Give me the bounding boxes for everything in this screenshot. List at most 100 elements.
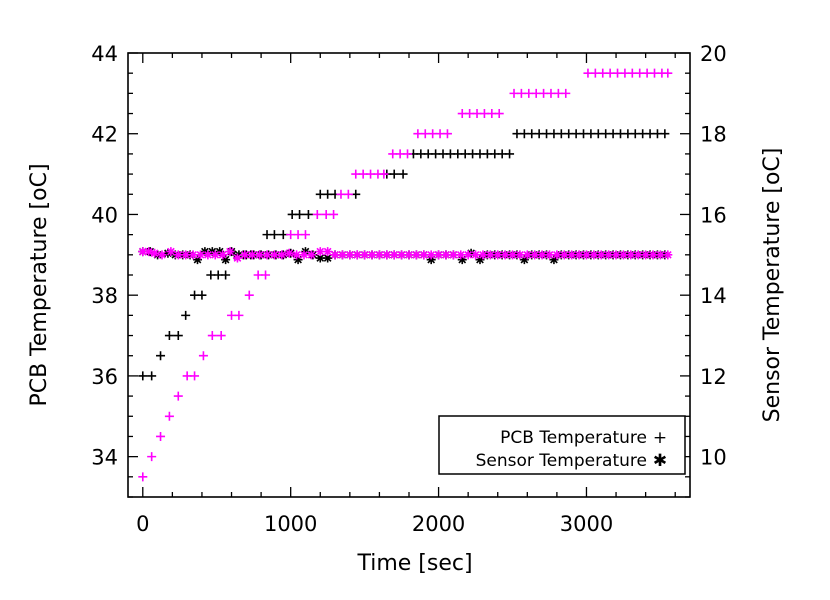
y-tick-label-left: 44 xyxy=(91,42,118,66)
sensor-point xyxy=(508,250,518,260)
pcb-point xyxy=(138,472,148,482)
sensor-point xyxy=(240,250,250,260)
sensor-point xyxy=(604,250,614,260)
sensor-point xyxy=(247,250,257,260)
sensor-point xyxy=(389,250,399,260)
pcb-point xyxy=(147,371,157,381)
sensor-point xyxy=(218,250,228,260)
sensor-point xyxy=(426,250,436,260)
y-tick-label-right: 18 xyxy=(700,123,727,147)
sensor-point xyxy=(552,250,562,260)
sensor-point xyxy=(519,255,529,265)
sensor-point xyxy=(360,250,370,260)
sensor-point xyxy=(330,250,340,260)
sensor-point xyxy=(457,255,467,265)
sensor-point xyxy=(292,250,302,260)
sensor-point xyxy=(441,250,451,260)
sensor-point xyxy=(641,250,651,260)
sensor-point xyxy=(411,250,421,260)
sensor-point xyxy=(567,250,577,260)
legend-label-sensor: Sensor Temperature xyxy=(476,451,647,471)
sensor-point xyxy=(626,250,636,260)
pcb-point xyxy=(164,331,174,341)
pcb-point xyxy=(138,371,148,381)
sensor-point xyxy=(478,250,488,260)
x-tick-label: 1000 xyxy=(264,512,317,536)
sensor-point xyxy=(493,250,503,260)
sensor-point xyxy=(163,248,173,258)
sensor-point xyxy=(456,250,466,260)
sensor-point xyxy=(655,250,665,260)
sensor-point xyxy=(648,250,658,260)
y-tick-label-right: 14 xyxy=(700,284,727,308)
y-tick-label-left: 42 xyxy=(91,123,118,147)
legend: PCB Temperature Sensor Temperature + ✱ xyxy=(438,415,686,475)
pcb-point xyxy=(561,88,571,98)
pcb-point xyxy=(147,452,157,462)
y-tick-label-left: 38 xyxy=(91,284,118,308)
sensor-point xyxy=(382,250,392,260)
sensor-point xyxy=(611,250,621,260)
series-magenta-sensor xyxy=(138,247,673,263)
y-tick-label-right: 20 xyxy=(700,42,727,66)
pcb-point xyxy=(312,209,322,219)
pcb-point xyxy=(164,411,174,421)
sensor-point xyxy=(150,248,160,258)
pcb-point xyxy=(663,68,673,78)
sensor-point xyxy=(522,250,532,260)
sensor-point xyxy=(500,250,510,260)
sensor-point xyxy=(284,248,294,258)
sensor-point xyxy=(589,250,599,260)
sensor-point xyxy=(173,250,183,260)
sensor-point xyxy=(485,250,495,260)
series-black-sensor xyxy=(138,247,670,265)
sensor-point xyxy=(277,250,287,260)
pcb-point xyxy=(269,230,279,240)
pcb-point xyxy=(261,270,271,280)
pcb-point xyxy=(221,270,231,280)
pcb-point xyxy=(234,310,244,320)
sensor-point xyxy=(269,250,279,260)
sensor-point xyxy=(166,247,176,257)
data-markers xyxy=(138,68,673,482)
sensor-point xyxy=(367,250,377,260)
pcb-point xyxy=(505,149,515,159)
y-axis-label-left: PCB Temperature [oC] xyxy=(27,163,52,406)
axis-ticks: 0 1000 2000 3000 34 36 38 40 42 44 10 12 14 16 18 20 xyxy=(91,42,726,536)
sensor-point xyxy=(374,250,384,260)
sensor-point xyxy=(157,250,167,260)
sensor-point xyxy=(471,250,481,260)
sensor-point xyxy=(475,255,485,265)
legend-label-pcb: PCB Temperature xyxy=(500,428,647,448)
pcb-point xyxy=(295,209,305,219)
legend-box xyxy=(438,415,686,475)
pcb-point xyxy=(329,209,339,219)
pcb-point xyxy=(216,331,226,341)
y-tick-label-right: 12 xyxy=(700,365,727,389)
pcb-point xyxy=(403,149,413,159)
sensor-point xyxy=(663,250,673,260)
legend-symbol-asterisk: ✱ xyxy=(653,451,667,471)
sensor-point xyxy=(221,255,231,265)
sensor-point xyxy=(404,250,414,260)
y-tick-label-left: 36 xyxy=(91,365,118,389)
sensor-point xyxy=(337,250,347,260)
pcb-point xyxy=(173,331,183,341)
sensor-point xyxy=(352,250,362,260)
pcb-point xyxy=(244,290,254,300)
sensor-point xyxy=(466,248,476,258)
sensor-point xyxy=(299,250,309,260)
pcb-point xyxy=(303,209,313,219)
sensor-point xyxy=(225,247,235,257)
sensor-point xyxy=(232,253,242,263)
sensor-point xyxy=(195,250,205,260)
x-tick-label: 0 xyxy=(136,512,149,536)
sensor-point xyxy=(345,250,355,260)
sensor-point xyxy=(426,255,436,265)
y-tick-label-left: 40 xyxy=(91,203,118,227)
pcb-point xyxy=(198,351,208,361)
sensor-point xyxy=(138,247,148,257)
sensor-point xyxy=(419,250,429,260)
pcb-point xyxy=(343,189,353,199)
